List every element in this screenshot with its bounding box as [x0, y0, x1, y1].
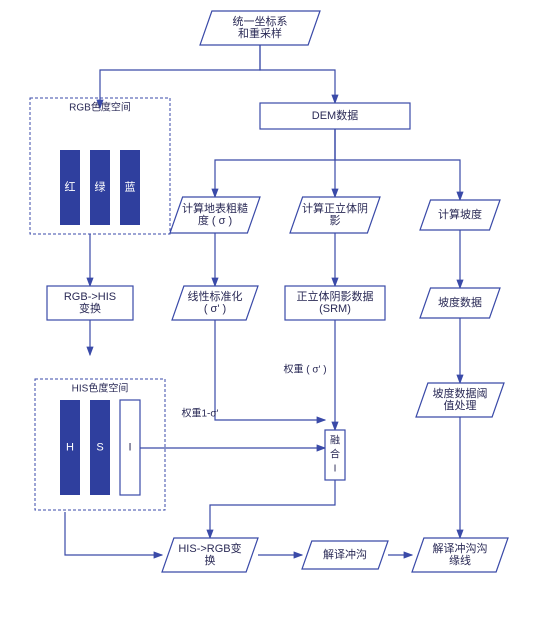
edge-label-12: 权重1-σ' — [182, 407, 219, 420]
svg-text:合: 合 — [330, 448, 340, 461]
edge-4 — [335, 129, 460, 200]
node-his_s: S — [90, 400, 110, 495]
svg-text:I: I — [128, 441, 131, 453]
node-dem: DEM数据 — [260, 103, 410, 129]
svg-text:RGB色度空间: RGB色度空间 — [69, 101, 131, 114]
label-slopethr-0: 坡度数据阈 — [433, 386, 488, 400]
node-his_h: H — [60, 400, 80, 495]
node-hisrgb: HIS->RGB变换 — [162, 538, 258, 572]
svg-text:I: I — [334, 464, 337, 475]
node-slope: 计算坡度 — [420, 200, 500, 230]
node-rgb_g: 绿 — [90, 150, 110, 225]
node-srm: 正立体阴影数据(SRM) — [285, 286, 385, 320]
label-srm-0: 正立体阴影数据 — [297, 289, 374, 303]
edge-label-11: 权重 ( σ' ) — [283, 363, 326, 376]
label-shadow-1: 影 — [330, 214, 341, 227]
node-shadow: 计算正立体阴影 — [290, 197, 380, 233]
label-dem-0: DEM数据 — [312, 108, 358, 122]
label-top-1: 和重采样 — [238, 26, 282, 40]
label-top-0: 统一坐标系 — [233, 14, 288, 28]
node-rough: 计算地表粗糙度 ( σ ) — [170, 197, 260, 233]
node-slopethr: 坡度数据阈值处理 — [416, 383, 504, 417]
edge-14 — [65, 512, 162, 555]
edge-15 — [210, 480, 335, 538]
node-rgb_b: 蓝 — [120, 150, 140, 225]
label-hisrgb-0: HIS->RGB变 — [178, 541, 241, 555]
node-rgbhis: RGB->HIS变换 — [47, 286, 133, 320]
label-slope-0: 计算坡度 — [438, 207, 482, 221]
svg-text:红: 红 — [65, 180, 76, 193]
edge-2 — [215, 129, 335, 197]
node-linear: 线性标准化( σ' ) — [172, 286, 258, 320]
svg-text:融: 融 — [330, 435, 340, 447]
label-linear-1: ( σ' ) — [204, 303, 226, 315]
label-hisrgb-1: 换 — [205, 553, 216, 567]
edge-1 — [260, 45, 335, 103]
node-fusion: 融合I — [325, 430, 345, 480]
node-edge: 解译冲沟沟缘线 — [412, 538, 508, 572]
label-slopethr-1: 值处理 — [444, 399, 477, 412]
label-edge-1: 缘线 — [449, 553, 471, 567]
label-srm-1: (SRM) — [319, 303, 351, 315]
label-rgbhis-1: 变换 — [79, 301, 101, 315]
node-top: 统一坐标系和重采样 — [200, 11, 320, 45]
node-his_i: I — [120, 400, 140, 495]
node-slopedata: 坡度数据 — [420, 288, 500, 318]
svg-text:蓝: 蓝 — [125, 180, 136, 193]
label-shadow-0: 计算正立体阴 — [302, 201, 368, 215]
svg-text:绿: 绿 — [95, 179, 106, 193]
node-interp: 解译冲沟 — [302, 541, 388, 569]
label-interp-0: 解译冲沟 — [323, 547, 367, 561]
label-linear-0: 线性标准化 — [188, 289, 243, 303]
label-rough-0: 计算地表粗糙 — [182, 201, 248, 215]
label-rough-1: 度 ( σ ) — [198, 213, 232, 227]
node-rgb_r: 红 — [60, 150, 80, 225]
label-slopedata-0: 坡度数据 — [438, 295, 482, 309]
svg-text:HIS色度空间: HIS色度空间 — [72, 382, 129, 395]
edge-0 — [100, 45, 260, 108]
svg-text:H: H — [66, 441, 74, 453]
svg-text:S: S — [96, 441, 103, 453]
label-rgbhis-0: RGB->HIS — [64, 291, 116, 303]
label-edge-0: 解译冲沟沟 — [433, 541, 488, 555]
